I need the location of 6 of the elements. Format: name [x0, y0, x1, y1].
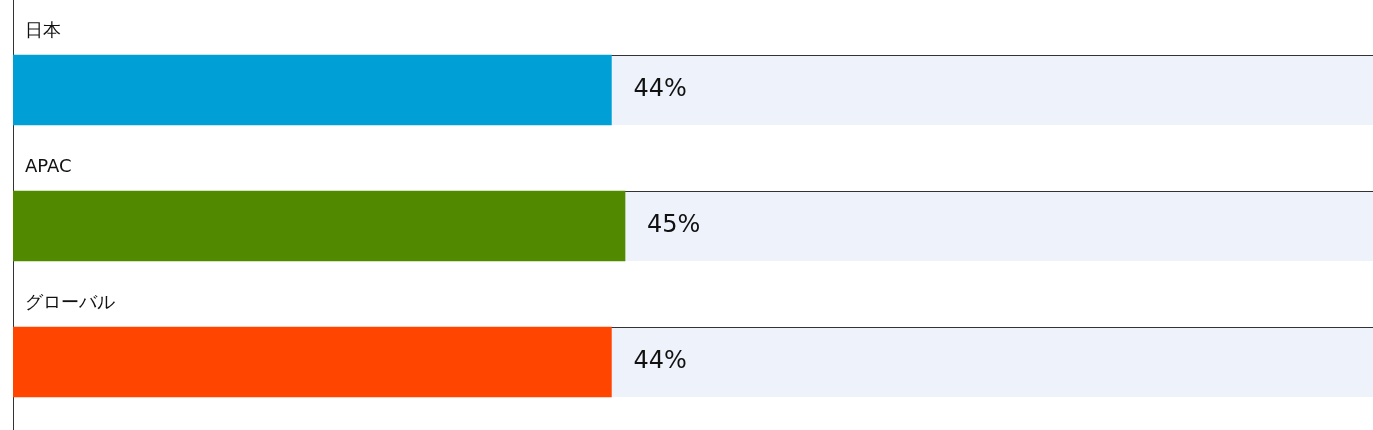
y-tick-label: APAC: [25, 154, 72, 176]
data-label: 45%: [647, 210, 701, 239]
data-label: 44%: [633, 346, 687, 375]
y-tick-label: グローバル: [25, 290, 115, 312]
y-tick-label: 日本: [25, 18, 61, 40]
data-label: 44%: [633, 74, 687, 103]
